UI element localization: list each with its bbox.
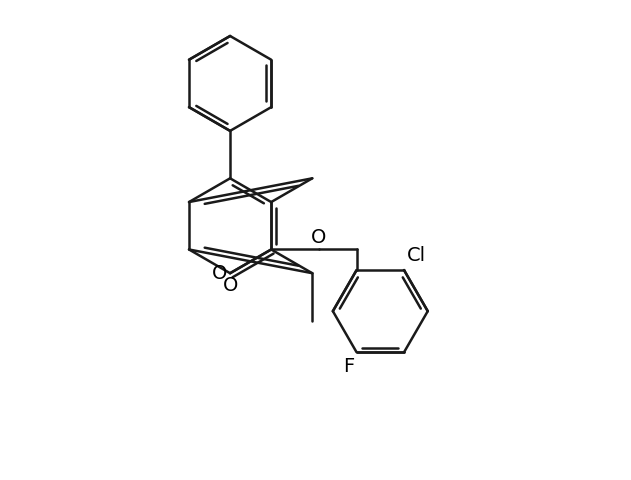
Text: O: O bbox=[311, 228, 326, 247]
Text: O: O bbox=[213, 264, 228, 283]
Text: Cl: Cl bbox=[406, 246, 425, 265]
Text: O: O bbox=[222, 276, 238, 295]
Text: F: F bbox=[343, 357, 354, 376]
